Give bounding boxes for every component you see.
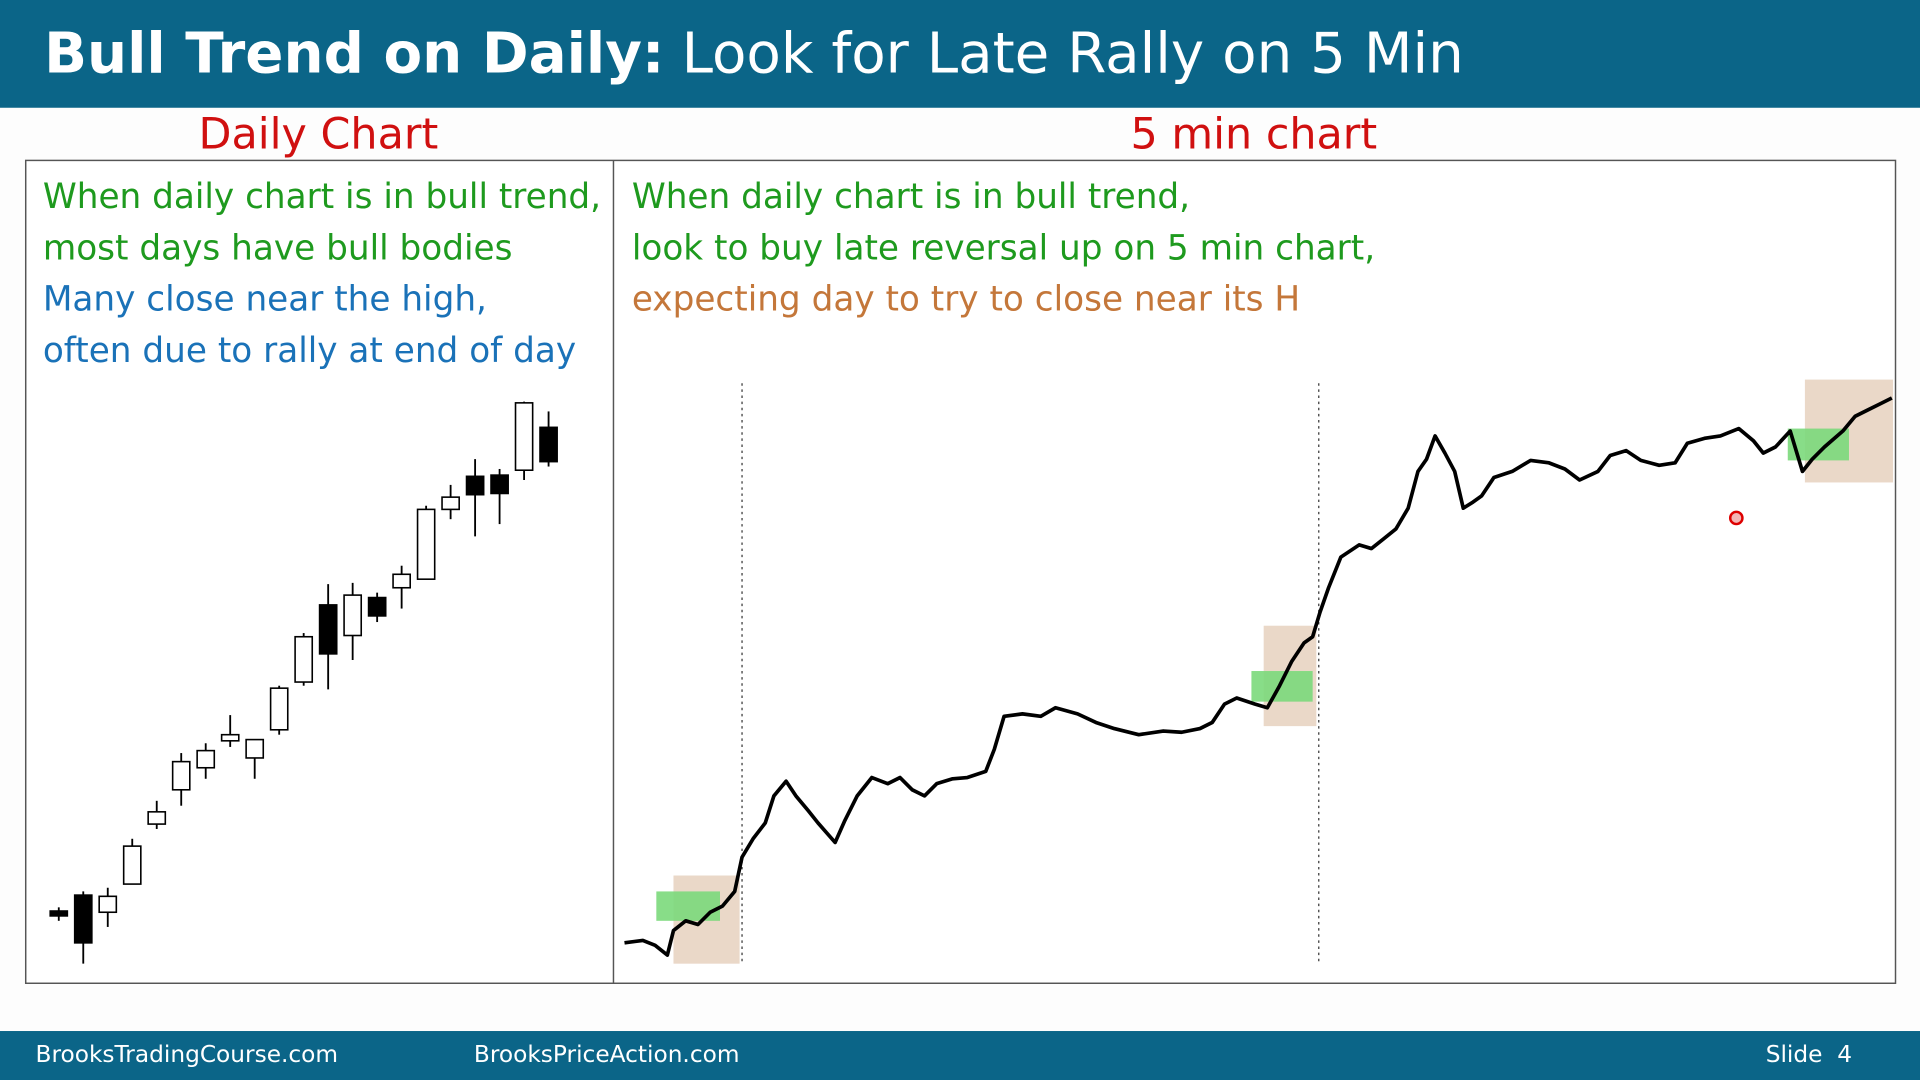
candle-body (318, 604, 338, 655)
candle-body (98, 895, 118, 914)
highlight (656, 891, 720, 921)
candle-body (441, 496, 460, 511)
text-line: expecting day to try to close near its H (632, 280, 1300, 320)
highlight (1251, 671, 1313, 702)
candle-body (49, 910, 69, 917)
text-line: look to buy late reversal up on 5 min ch… (632, 228, 1375, 268)
candle-body (220, 733, 240, 742)
chart-frame (24, 159, 1897, 984)
left-text: When daily chart is in bull trend, most … (43, 177, 601, 371)
text-line: When daily chart is in bull trend, (43, 177, 601, 217)
candle-body (73, 894, 93, 944)
candle-body (294, 635, 314, 683)
five-min-price-line (624, 396, 1893, 957)
slide-number: Slide 4 (1766, 1041, 1852, 1068)
candle-body (514, 402, 534, 471)
candle-body (147, 811, 167, 825)
footer-bar (0, 1031, 1920, 1080)
candle-body (245, 738, 265, 759)
text-line: often due to rally at end of day (43, 331, 576, 371)
panel-label: Daily Chart (198, 110, 438, 160)
header-bar (0, 0, 1920, 108)
title-bold: Bull Trend on Daily: (44, 21, 664, 86)
cursor-dot (1728, 510, 1744, 526)
title: Bull Trend on Daily: Look for Late Rally … (44, 21, 1464, 86)
candle-body (416, 508, 436, 580)
candle-body (122, 845, 142, 885)
candle-body (171, 760, 191, 791)
daily-candles (49, 401, 558, 964)
candle-body (465, 475, 485, 496)
candle-body (269, 687, 289, 731)
right-text: When daily chart is in bull trend, look … (632, 177, 1375, 320)
title-rest: Look for Late Rally on 5 Min (682, 21, 1464, 86)
candle-body (367, 596, 387, 617)
text-line: most days have bull bodies (43, 228, 513, 268)
candle-body (392, 573, 411, 589)
candle-body (196, 749, 216, 769)
highlights (656, 379, 1894, 964)
text-line: When daily chart is in bull trend, (632, 177, 1190, 217)
footer-text: BrooksPriceAction.com (474, 1041, 740, 1068)
candle-body (539, 426, 558, 463)
candle-body (490, 474, 509, 495)
text-line: Many close near the high, (43, 280, 487, 320)
footer-text: BrooksTradingCourse.com (36, 1041, 339, 1068)
candle-body (343, 594, 363, 637)
panel-label: 5 min chart (1131, 110, 1378, 160)
